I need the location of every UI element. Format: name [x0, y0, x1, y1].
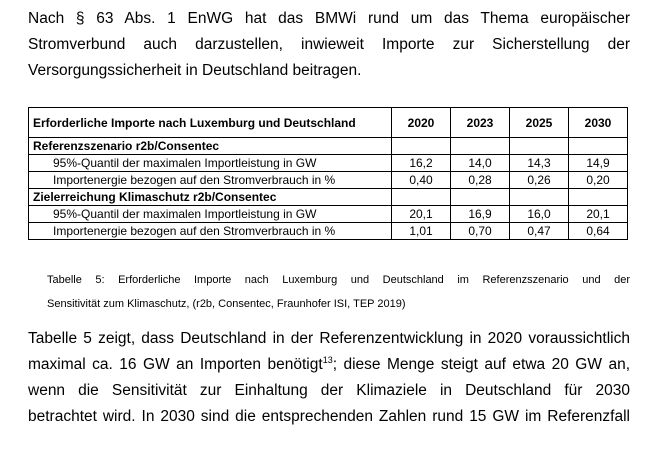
table-row: Importenergie bezogen auf den Stromverbr… [28, 171, 628, 189]
body-line: Tabelle 5 zeigt, dass Deutschland in der… [28, 330, 630, 347]
table-row: 95%-Quantil der maximalen Importleistung… [28, 205, 628, 223]
intro-line: Versorgungssicherheit in Deutschland bei… [28, 62, 362, 79]
table-cell: 0,20 [568, 171, 628, 189]
imports-table: Erforderliche Importe nach Luxemburg und… [28, 107, 628, 240]
table-cell: 0,26 [509, 171, 569, 189]
section-row: Referenzszenario r2b/Consentec [28, 137, 628, 155]
intro-line: Stromverbund auch darzustellen, inwiewei… [28, 36, 630, 53]
row-label: 95%-Quantil der maximalen Importleistung… [28, 154, 392, 172]
year-header: 2023 [450, 107, 510, 138]
table-cell: 0,47 [509, 222, 569, 240]
row-label: Importenergie bezogen auf den Stromverbr… [28, 171, 392, 189]
body-text: ; diese Menge steigt auf etwa 20 GW an, [332, 356, 631, 373]
body-paragraph: Tabelle 5 zeigt, dass Deutschland in der… [28, 326, 630, 430]
intro-line: Nach § 63 Abs. 1 EnWG hat das BMWi rund … [28, 10, 630, 27]
table-row: 95%-Quantil der maximalen Importleistung… [28, 154, 628, 172]
row-label: 95%-Quantil der maximalen Importleistung… [28, 205, 392, 223]
footnote-ref[interactable]: 13 [322, 354, 333, 365]
table-cell: 0,70 [450, 222, 510, 240]
table-cell: 16,9 [450, 205, 510, 223]
table-cell: 0,64 [568, 222, 628, 240]
table-cell: 14,9 [568, 154, 628, 172]
table-cell: 16,0 [509, 205, 569, 223]
intro-paragraph: Nach § 63 Abs. 1 EnWG hat das BMWi rund … [28, 6, 630, 84]
year-header: 2020 [391, 107, 451, 138]
table-caption: Tabelle 5: Erforderliche Importe nach Lu… [47, 268, 630, 316]
caption-line: Tabelle 5: Erforderliche Importe nach Lu… [47, 274, 630, 286]
body-line: wenn die Sensitivität zur Einhaltung der… [28, 382, 630, 399]
section-title: Referenzszenario r2b/Consentec [28, 137, 392, 155]
year-header: 2030 [568, 107, 628, 138]
table-cell: 14,3 [509, 154, 569, 172]
caption-line: Sensitivität zum Klimaschutz, (r2b, Cons… [47, 298, 406, 310]
body-line: maximal ca. 16 GW an Importen benötigt13… [28, 352, 630, 378]
table-cell: 0,40 [391, 171, 451, 189]
table-header-label: Erforderliche Importe nach Luxemburg und… [28, 107, 392, 138]
row-label: Importenergie bezogen auf den Stromverbr… [28, 222, 392, 240]
table-cell: 16,2 [391, 154, 451, 172]
table-cell: 14,0 [450, 154, 510, 172]
table-cell: 20,1 [391, 205, 451, 223]
table-header-row: Erforderliche Importe nach Luxemburg und… [28, 107, 628, 138]
table-cell: 1,01 [391, 222, 451, 240]
year-header: 2025 [509, 107, 569, 138]
body-line: betrachtet wird. In 2030 sind die entspr… [28, 408, 630, 425]
body-text: maximal ca. 16 GW an Importen benötigt [28, 356, 323, 373]
section-row: Zielerreichung Klimaschutz r2b/Consentec [28, 188, 628, 206]
table-cell: 0,28 [450, 171, 510, 189]
section-title: Zielerreichung Klimaschutz r2b/Consentec [28, 188, 392, 206]
table-row: Importenergie bezogen auf den Stromverbr… [28, 222, 628, 240]
table-cell: 20,1 [568, 205, 628, 223]
